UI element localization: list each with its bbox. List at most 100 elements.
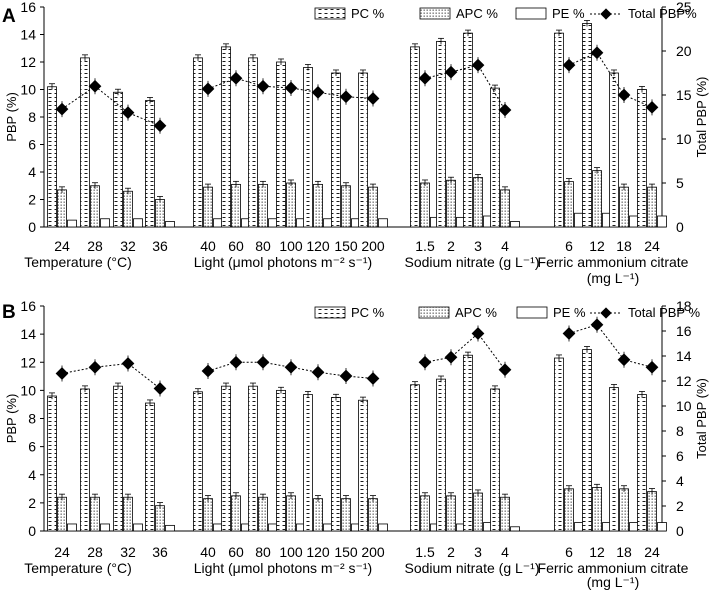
- x-tick-label: 12: [589, 544, 605, 560]
- bar-pc: [248, 385, 258, 532]
- x-tick-label: 2: [447, 544, 455, 560]
- bar-pc: [436, 378, 446, 532]
- bar-pc: [80, 388, 90, 532]
- y-tick-label: 2: [28, 192, 36, 208]
- total-pbp-line: [424, 332, 506, 371]
- bar-pc: [554, 357, 564, 532]
- bar-pc: [145, 100, 155, 228]
- y2-tick-label: 10: [676, 131, 692, 147]
- legend-swatch-apc: [418, 306, 450, 319]
- legend-label-pe: PE %: [552, 6, 585, 21]
- bar-pc: [582, 23, 592, 228]
- x-tick-label: 6: [565, 544, 573, 560]
- legend-label-pc: PC %: [351, 6, 385, 21]
- x-group-label-line2: (mg L⁻¹): [587, 574, 640, 590]
- y2-tick-label: 0: [676, 523, 684, 539]
- bar-pe: [510, 221, 520, 228]
- bar-pc: [47, 86, 57, 228]
- panel-b-letter: B: [2, 302, 16, 323]
- y-tick-label: 0: [28, 219, 36, 235]
- x-tick-label: 24: [54, 238, 70, 254]
- y-tick-label: 12: [20, 54, 36, 70]
- bar-pe: [133, 523, 143, 532]
- legend-label-pc: PC %: [351, 305, 385, 320]
- x-tick-label: 100: [279, 238, 303, 254]
- x-tick-label: 24: [644, 544, 660, 560]
- bar-pc: [609, 387, 619, 532]
- y2-tick-label: 14: [676, 348, 692, 364]
- bar-pc: [436, 40, 446, 228]
- bar-pc: [490, 388, 500, 532]
- legend-swatch-pe: [515, 7, 547, 20]
- bar-pc: [113, 385, 123, 532]
- x-group-label: Temperature (°C): [24, 560, 132, 576]
- bar-apc: [341, 498, 351, 532]
- bar-apc: [90, 185, 100, 228]
- bar-pe: [165, 221, 175, 228]
- y2-tick-label: 16: [676, 323, 692, 339]
- bar-apc: [203, 186, 213, 228]
- bar-pe: [657, 215, 667, 228]
- bar-pc: [193, 57, 203, 228]
- x-tick-label: 36: [152, 544, 168, 560]
- x-tick-label: 36: [152, 238, 168, 254]
- y2-tick-label: 15: [676, 87, 692, 103]
- legend-swatch-total-marker: [600, 8, 612, 20]
- bar-pc: [193, 391, 203, 532]
- bar-apc: [619, 488, 629, 532]
- bar-pc: [80, 57, 90, 228]
- bar-pe: [100, 218, 110, 228]
- y2-tick-label: 10: [676, 398, 692, 414]
- x-tick-label: 60: [228, 238, 244, 254]
- y2-axis-title: Total PBP (%): [694, 77, 709, 158]
- bar-pe: [67, 523, 77, 532]
- bar-pc: [609, 72, 619, 228]
- bar-pc: [248, 57, 258, 228]
- y-tick-label: 0: [28, 523, 36, 539]
- bar-apc: [368, 498, 378, 532]
- legend-swatch-pe: [516, 306, 548, 319]
- x-tick-label: 100: [279, 544, 303, 560]
- bar-apc: [231, 495, 241, 532]
- bar-apc: [420, 182, 430, 228]
- x-tick-label: 28: [87, 238, 103, 254]
- y-tick-label: 14: [20, 326, 36, 342]
- bar-pc: [582, 349, 592, 532]
- bar-apc: [446, 179, 456, 228]
- y2-axis-title: Total PBP (%): [694, 378, 709, 459]
- bar-apc: [57, 496, 67, 532]
- x-tick-label: 12: [589, 238, 605, 254]
- bar-apc: [420, 495, 430, 532]
- total-pbp-line: [61, 85, 161, 127]
- bar-apc: [619, 186, 629, 228]
- x-group-label: Sodium nitrate (g L⁻¹): [405, 254, 540, 270]
- x-tick-label: 40: [200, 238, 216, 254]
- bar-pe: [378, 523, 388, 532]
- x-tick-label: 1.5: [415, 544, 435, 560]
- bar-pc: [303, 67, 313, 228]
- x-tick-label: 150: [334, 238, 358, 254]
- bar-apc: [473, 492, 483, 532]
- x-tick-label: 120: [306, 544, 330, 560]
- bar-pc: [554, 32, 564, 228]
- bar-apc: [90, 496, 100, 532]
- bar-pc: [221, 385, 231, 532]
- bar-apc: [258, 496, 268, 532]
- bar-apc: [647, 186, 657, 228]
- x-group-label: Sodium nitrate (g L⁻¹): [405, 560, 540, 576]
- bar-pe: [657, 522, 667, 532]
- x-tick-label: 120: [306, 238, 330, 254]
- bar-pc: [410, 46, 420, 228]
- total-pbp-line: [568, 324, 653, 368]
- x-tick-label: 40: [200, 544, 216, 560]
- x-tick-label: 150: [334, 544, 358, 560]
- y-tick-label: 16: [20, 0, 36, 15]
- y-tick-label: 6: [28, 439, 36, 455]
- bar-apc: [123, 190, 133, 228]
- bar-pc: [276, 389, 286, 532]
- x-tick-label: 32: [120, 544, 136, 560]
- bar-pc: [490, 87, 500, 228]
- legend-label-apc: APC %: [456, 6, 498, 21]
